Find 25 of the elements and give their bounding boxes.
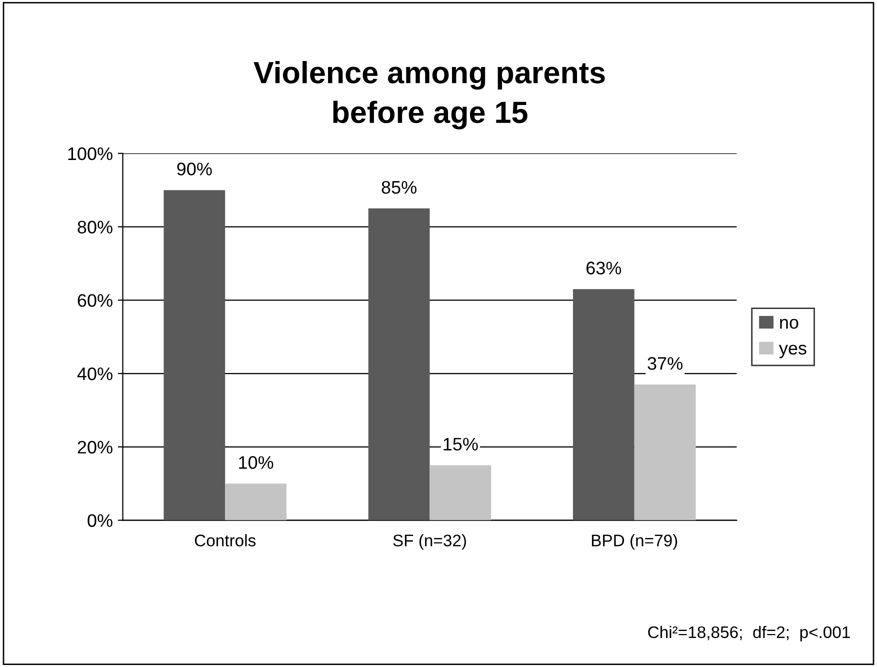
data-label: 63% <box>586 262 622 274</box>
y-tick-label: 60% <box>78 294 112 307</box>
x-tick-label: Controls <box>194 534 256 546</box>
data-label: 37% <box>648 357 682 370</box>
text: Chi²=18,856; df=2; p<.001 <box>648 626 850 642</box>
chart-title: Violence among parents before age 15 <box>254 61 605 130</box>
bar <box>572 289 634 520</box>
bar <box>634 384 696 520</box>
bar <box>430 465 492 520</box>
y-tick-label: 80% <box>78 220 112 234</box>
y-tick-label: 20% <box>78 440 112 454</box>
y-tick-label: 40% <box>77 367 112 380</box>
legend-label: yes <box>778 344 806 358</box>
y-tick-label: 100% <box>68 147 112 160</box>
bar <box>368 208 430 520</box>
data-label: 90% <box>177 162 212 176</box>
data-label: 85% <box>382 180 416 194</box>
x-tick-label: SF (n=32) <box>393 534 466 550</box>
bar <box>225 484 286 520</box>
data-label: 15% <box>444 438 478 451</box>
data-label: 10% <box>239 456 274 469</box>
legend-label: no <box>780 318 798 329</box>
bar <box>164 190 226 520</box>
y-tick-label: 0% <box>88 514 112 527</box>
x-tick-label: BPD (n=79) <box>592 534 678 550</box>
